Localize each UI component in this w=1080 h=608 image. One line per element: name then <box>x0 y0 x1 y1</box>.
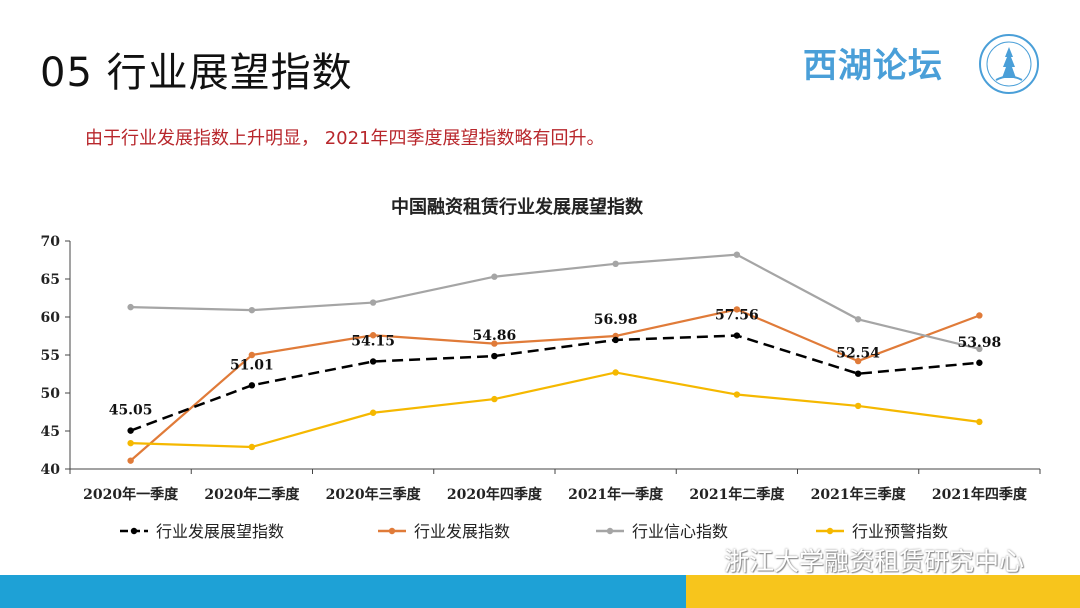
data-point <box>491 395 498 403</box>
x-tick-label: 2021年四季度 <box>932 486 1028 503</box>
y-tick-label: 45 <box>41 424 60 440</box>
data-point <box>612 336 619 344</box>
y-tick-label: 70 <box>41 234 61 250</box>
y-tick-label: 60 <box>41 310 61 326</box>
forum-seal-icon <box>979 34 1039 94</box>
data-label: 54.15 <box>351 333 395 349</box>
data-point <box>976 359 983 366</box>
slide-subtitle: 由于行业发展指数上升明显， 2021年四季度展望指数略有回升。 <box>85 128 605 149</box>
data-point <box>248 306 256 314</box>
legend-item: 行业发展指数 <box>414 522 510 541</box>
slide-title: 05 行业展望指数 <box>40 50 353 96</box>
x-tick-label: 2021年二季度 <box>689 486 785 503</box>
y-tick-label: 65 <box>41 272 60 288</box>
data-point <box>248 351 256 359</box>
y-tick-label: 55 <box>41 348 60 364</box>
series-line-0 <box>130 334 980 432</box>
data-point <box>491 273 498 280</box>
data-point <box>733 251 741 258</box>
watermark-text: 浙江大学融资租赁研究中心 <box>724 547 1025 576</box>
brand-logo-text: 西湖论坛 <box>803 46 943 86</box>
data-label: 57.56 <box>715 308 759 324</box>
data-point <box>854 357 862 365</box>
data-point <box>612 260 619 267</box>
data-point <box>491 352 498 360</box>
data-point <box>369 332 377 339</box>
chart-title: 中国融资租赁行业发展展望指数 <box>391 196 644 218</box>
data-label: 45.05 <box>109 403 153 419</box>
x-tick-label: 2020年一季度 <box>83 486 179 503</box>
legend-item: 行业信心指数 <box>632 522 728 541</box>
footer-band-yellow <box>686 575 1080 608</box>
data-point <box>854 370 862 377</box>
data-point <box>854 402 862 410</box>
data-point <box>369 358 377 365</box>
series-line-2 <box>130 253 980 350</box>
legend-item: 行业发展展望指数 <box>156 522 284 541</box>
data-label: 53.98 <box>957 335 1001 351</box>
data-point <box>612 369 619 376</box>
data-label: 52.54 <box>836 346 880 362</box>
wechat-icon <box>680 545 716 574</box>
data-point <box>127 439 134 447</box>
data-label: 51.01 <box>230 357 274 373</box>
footer-band-blue <box>0 575 686 608</box>
data-point <box>248 443 256 451</box>
legend-marker <box>130 527 138 535</box>
data-point <box>733 332 741 339</box>
data-point <box>491 340 498 347</box>
data-point <box>369 409 377 416</box>
data-point <box>127 427 134 434</box>
x-tick-label: 2020年三季度 <box>326 486 422 503</box>
legend-marker <box>606 527 614 535</box>
legend-marker <box>826 527 834 535</box>
line-chart: 中国融资租赁行业发展展望指数 40 45 50 55 60 65 70 2020年一季度 2020… <box>41 196 1041 541</box>
y-tick-label: 40 <box>41 462 61 478</box>
data-point <box>854 316 862 323</box>
data-point <box>369 299 377 306</box>
y-tick-label: 50 <box>41 386 61 402</box>
x-tick-label: 2021年一季度 <box>568 486 664 503</box>
series-line-3 <box>130 371 980 449</box>
legend-marker <box>388 527 396 535</box>
data-point <box>127 457 134 464</box>
x-tick-label: 2021年三季度 <box>811 486 907 503</box>
data-point <box>127 303 134 311</box>
x-tick-label: 2020年二季度 <box>204 486 300 503</box>
series-line-1 <box>129 308 980 462</box>
data-point <box>733 391 741 398</box>
data-label: 56.98 <box>594 312 638 328</box>
legend-item: 行业预警指数 <box>852 522 948 541</box>
data-point <box>976 418 983 426</box>
data-label: 54.86 <box>472 328 516 344</box>
data-point <box>976 312 983 319</box>
watermark: 浙江大学融资租赁研究中心 <box>680 542 1024 578</box>
data-point <box>733 306 741 313</box>
data-point <box>976 345 983 353</box>
x-tick-label: 2020年四季度 <box>447 486 543 503</box>
data-point <box>248 382 256 389</box>
